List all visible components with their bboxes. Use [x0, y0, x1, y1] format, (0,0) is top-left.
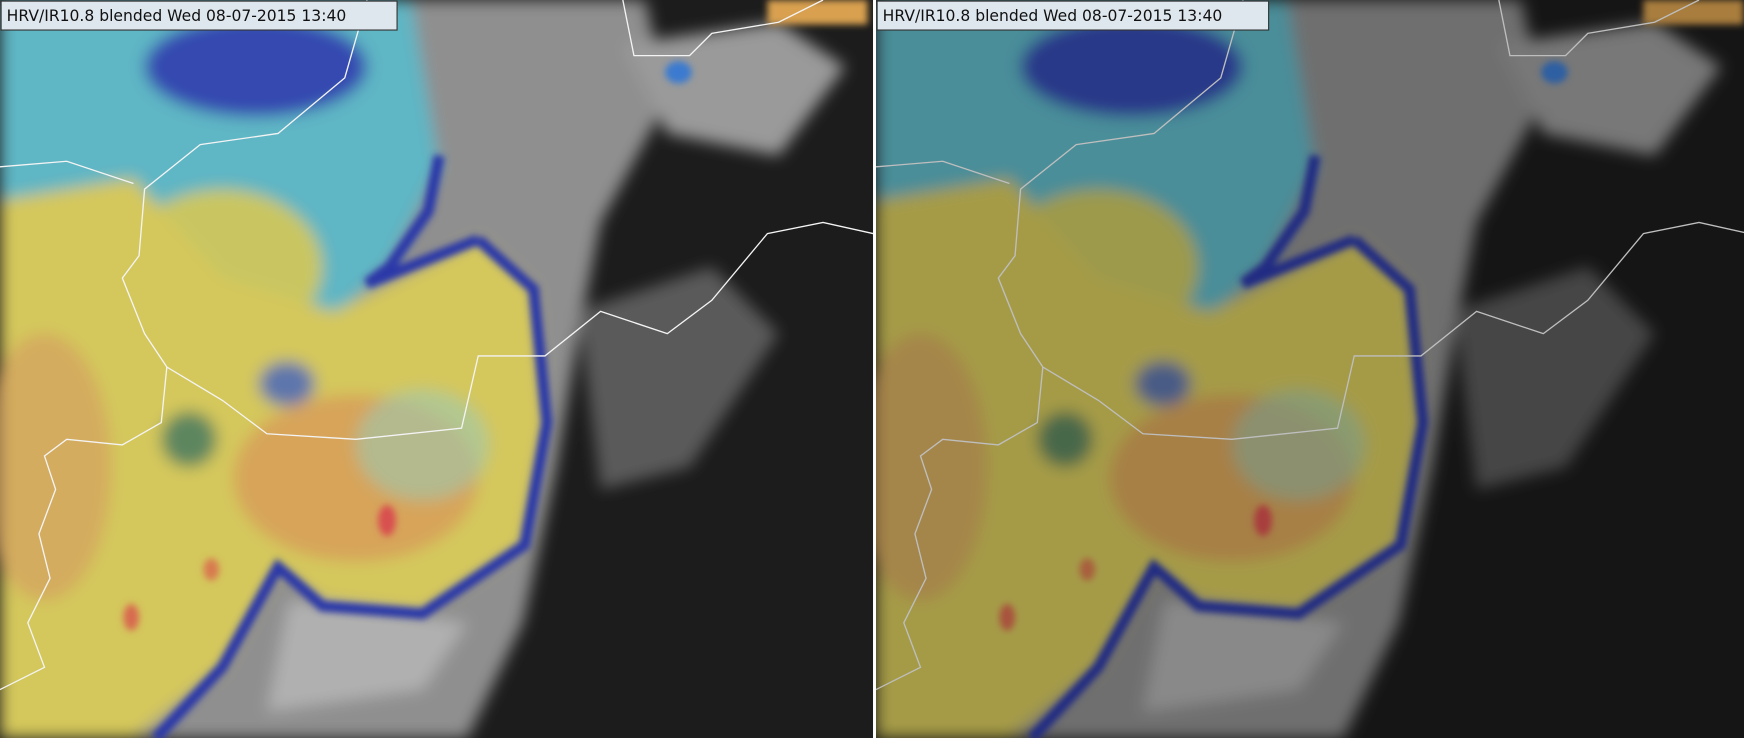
- panel-label: HRV/IR10.8 blended Wed 08-07-2015 13:40: [7, 7, 347, 25]
- label-box: [876, 0, 1270, 31]
- panel-label: HRV/IR10.8 blended Wed 08-07-2015 13:40: [883, 7, 1223, 25]
- left-panel: HRV/IR10.8 blended Wed 08-07-2015 13:40: [0, 0, 873, 738]
- right-panel: HRV/IR10.8 blended Wed 08-07-2015 13:40: [876, 0, 1744, 738]
- label-box: [0, 0, 398, 31]
- satellite-image: [0, 0, 873, 738]
- image-shade: [876, 0, 1744, 738]
